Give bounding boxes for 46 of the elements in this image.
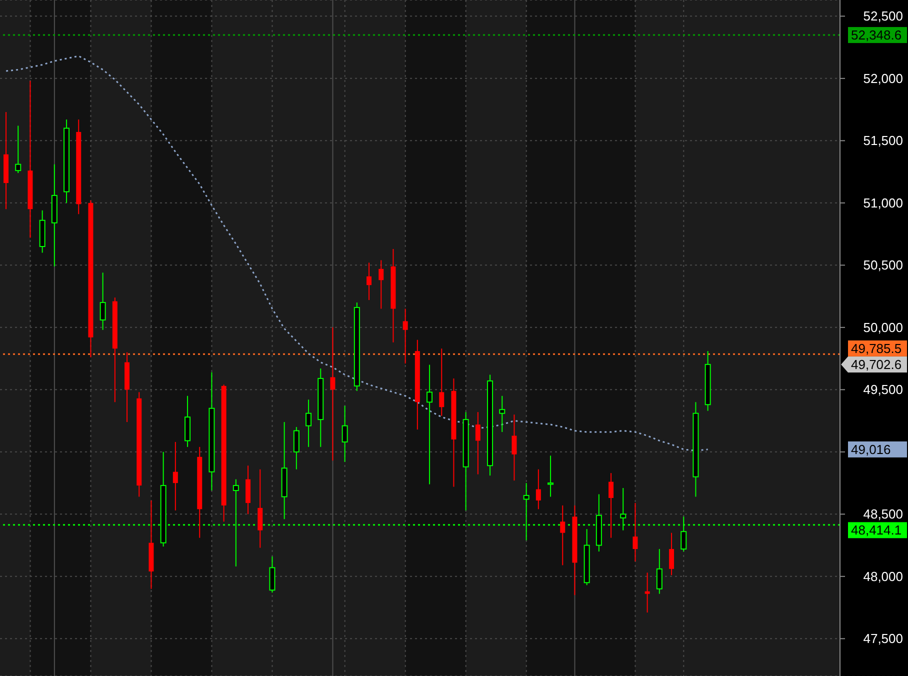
candlestick — [475, 412, 480, 475]
y-tick-label: 52,000 — [863, 70, 903, 86]
price-tag: 48,414.1 — [848, 522, 907, 538]
line-series — [5, 55, 709, 452]
candlestick — [669, 532, 674, 576]
y-tick-label: 52,500 — [863, 8, 903, 24]
candlestick — [536, 468, 541, 510]
y-tick-label: 50,000 — [863, 320, 903, 335]
ref-line-label: 48,414.1 — [851, 522, 902, 538]
candlestick — [439, 348, 444, 416]
candlestick — [100, 272, 106, 330]
y-tick-label: 50,500 — [863, 258, 903, 273]
candlestick — [172, 441, 178, 511]
candlestick — [246, 465, 251, 515]
y-tick-label: 49,500 — [863, 382, 903, 398]
candlestick — [342, 405, 348, 462]
candlestick — [632, 502, 638, 562]
candlestick — [512, 414, 517, 482]
candlestick — [548, 455, 554, 498]
candlestick — [330, 326, 336, 462]
candlestick — [608, 472, 614, 538]
candlestick — [426, 364, 433, 485]
candlestick — [366, 262, 372, 301]
ref-line-label: 52,348.6 — [851, 28, 902, 43]
y-tick-label: 48,000 — [863, 568, 903, 584]
price-tag: 49,016 — [848, 441, 907, 458]
candlestick — [378, 260, 384, 310]
y-tick-label: 51,500 — [863, 133, 903, 148]
price-tag: 52,348.6 — [848, 27, 907, 44]
candlestick — [656, 548, 662, 594]
y-tick-label: 48,500 — [863, 506, 903, 522]
candlestick — [258, 468, 263, 548]
candlestick — [15, 125, 22, 174]
candlestick — [499, 395, 506, 432]
candlestick — [306, 399, 312, 448]
y-tick-label: 51,000 — [863, 195, 903, 210]
price-tag: 49,785.5 — [848, 340, 907, 356]
ref-line-label: 49,785.5 — [851, 340, 902, 356]
candlestick — [184, 395, 191, 448]
candlestick — [560, 504, 566, 566]
price-tag: 49,702.6 — [841, 356, 907, 372]
y-tick-label: 47,500 — [863, 631, 903, 646]
candlestick — [269, 556, 276, 594]
candlestick — [644, 572, 650, 614]
candlestick — [293, 426, 300, 470]
candlestick — [402, 308, 408, 364]
